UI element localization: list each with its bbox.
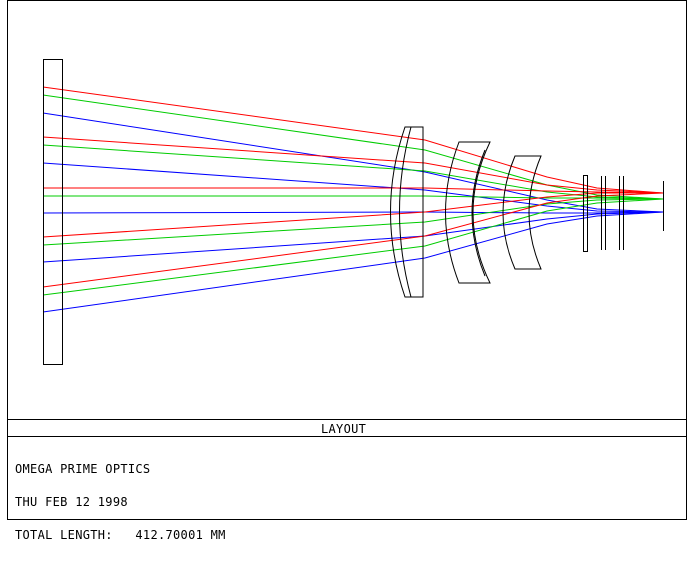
ray-green-upper bbox=[42, 144, 664, 200]
total-length-line: TOTAL LENGTH: 412.70001 MM bbox=[15, 528, 226, 542]
ray-blue-center bbox=[42, 211, 664, 214]
layout-caption: LAYOUT bbox=[321, 422, 367, 436]
ray-bundles bbox=[42, 86, 664, 313]
ray-green-lower bbox=[42, 198, 664, 246]
company-name: OMEGA PRIME OPTICS bbox=[15, 462, 151, 476]
optical-layout bbox=[7, 0, 687, 520]
lens-2-inner bbox=[471, 149, 486, 277]
lens-2 bbox=[445, 141, 491, 284]
plate-1 bbox=[583, 175, 588, 252]
ray-red-center bbox=[43, 187, 664, 194]
optical-elements bbox=[43, 59, 664, 365]
layout-diagram-frame: LAYOUT OMEGA PRIME OPTICS THU FEB 12 199… bbox=[7, 0, 687, 541]
ray-green-top bbox=[42, 94, 664, 200]
ray-blue-bottom bbox=[42, 211, 664, 313]
ray-blue-top bbox=[42, 112, 664, 213]
lens-1-rear bbox=[411, 126, 424, 298]
date-line: THU FEB 12 1998 bbox=[15, 495, 128, 509]
ray-green-center bbox=[43, 195, 664, 200]
ray-blue-lower bbox=[42, 211, 664, 263]
info-block: OMEGA PRIME OPTICS THU FEB 12 1998 TOTAL… bbox=[15, 442, 226, 563]
front-window bbox=[43, 59, 63, 365]
lens-3 bbox=[502, 155, 542, 270]
